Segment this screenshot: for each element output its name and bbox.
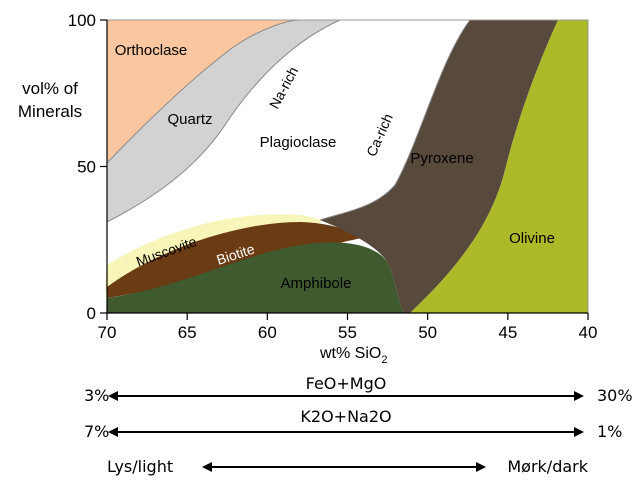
y-tick-label: 0 [87, 304, 96, 323]
x-tick-label: 40 [579, 323, 598, 342]
k2o-na2o-label: K2O+Na2O [300, 407, 391, 426]
biotite-field [107, 222, 362, 298]
x-axis-label-subscript: 2 [381, 354, 387, 366]
y-tick-label: 100 [68, 11, 96, 30]
k2o-na2o-left-value: 7% [84, 422, 109, 441]
light-dark-scale: Lys/light Mørk/dark [107, 457, 589, 476]
light-label: Lys/light [107, 457, 173, 476]
plagioclase-label: Plagioclase [260, 134, 337, 151]
x-tick-label: 60 [258, 323, 277, 342]
olivine-field [410, 20, 588, 313]
k2o-na2o-right-value: 1% [597, 422, 622, 441]
x-tick-label: 50 [418, 323, 437, 342]
quartz-upper-boundary [106, 19, 301, 164]
x-tick-label: 45 [498, 323, 517, 342]
field-boundaries [106, 19, 471, 223]
y-tick-group: 100 50 0 [68, 11, 107, 323]
orthoclase-field [107, 20, 300, 163]
composition-scales: FeO+MgO 3% 30% K2O+Na2O 7% 1% Lys/light … [84, 374, 633, 476]
x-tick-group: 70 65 60 55 50 45 40 [98, 313, 598, 342]
x-axis-label-main: wt% SiO [319, 345, 381, 362]
k2o-na2o-scale: K2O+Na2O 7% 1% [84, 407, 622, 441]
x-axis-label: wt% SiO2 [319, 345, 387, 366]
feo-mgo-scale: FeO+MgO 3% 30% [84, 374, 633, 405]
y-tick-label: 50 [77, 158, 96, 177]
amphibole-label: Amphibole [281, 275, 352, 292]
y-axis-label-line-1: vol% of [22, 79, 78, 98]
olivine-label: Olivine [509, 230, 555, 247]
pyroxene-label: Pyroxene [410, 150, 473, 167]
pyroxene-field [320, 20, 558, 313]
y-axis-label-line-2: Minerals [18, 102, 82, 121]
quartz-lower-boundary [106, 19, 341, 223]
x-tick-label: 55 [338, 323, 357, 342]
amphibole-field [107, 242, 404, 313]
quartz-label: Quartz [167, 111, 212, 128]
quartz-field [107, 20, 340, 222]
feo-mgo-label: FeO+MgO [306, 374, 387, 393]
orthoclase-label: Orthoclase [115, 42, 188, 59]
y-axis: 100 50 0 vol% of Minerals [18, 11, 108, 323]
mineral-fields [105, 20, 588, 313]
plagioclase-lower-boundary [319, 19, 471, 221]
x-axis: 70 65 60 55 50 45 40 wt% SiO2 [98, 312, 598, 366]
feo-mgo-right-value: 30% [597, 386, 633, 405]
dark-label: Mørk/dark [507, 457, 588, 476]
feo-mgo-left-value: 3% [84, 386, 109, 405]
x-tick-label: 65 [178, 323, 197, 342]
x-tick-label: 70 [98, 323, 117, 342]
